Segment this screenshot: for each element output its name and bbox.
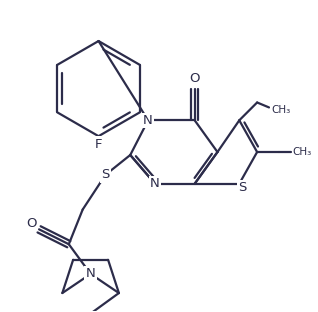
Text: O: O bbox=[26, 217, 36, 230]
Text: O: O bbox=[190, 72, 200, 85]
Text: S: S bbox=[101, 168, 110, 181]
Text: F: F bbox=[95, 138, 102, 151]
Text: N: N bbox=[143, 114, 153, 127]
Text: CH₃: CH₃ bbox=[271, 105, 290, 115]
Text: N: N bbox=[150, 177, 160, 190]
Text: CH₃: CH₃ bbox=[293, 147, 312, 157]
Text: N: N bbox=[86, 267, 95, 280]
Text: S: S bbox=[238, 181, 246, 194]
